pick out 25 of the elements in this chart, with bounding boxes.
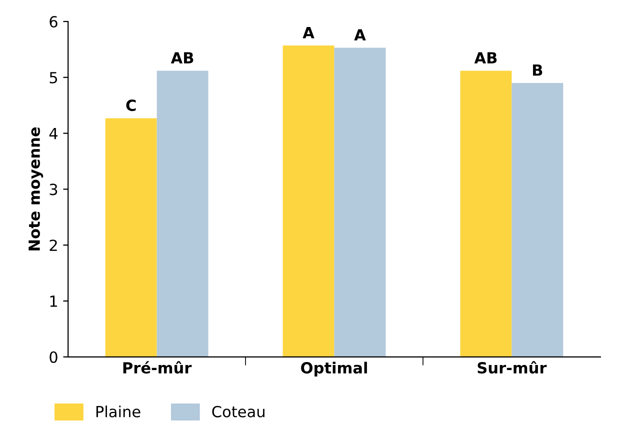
bar bbox=[460, 70, 512, 357]
y-tick-label: 1 bbox=[50, 296, 57, 307]
bar bbox=[156, 70, 208, 357]
y-tick-label: 5 bbox=[50, 72, 58, 84]
bar bbox=[512, 82, 564, 357]
annotation: A bbox=[354, 29, 366, 40]
y-tick-label: 6 bbox=[50, 16, 58, 28]
y-axis-title: Note moyenne bbox=[28, 127, 44, 250]
x-tick-label: Pré-mûr bbox=[123, 361, 192, 374]
legend-label: Plaine bbox=[96, 406, 140, 418]
bar bbox=[334, 48, 386, 357]
annotation: A bbox=[302, 27, 314, 38]
y-tick-label: 2 bbox=[50, 240, 57, 251]
bar bbox=[282, 46, 334, 357]
legend-label: Coteau bbox=[212, 406, 264, 418]
bar bbox=[105, 118, 157, 357]
annotation: B bbox=[533, 64, 542, 76]
y-tick-label: 0 bbox=[50, 351, 58, 363]
annotation: AB bbox=[474, 52, 497, 64]
x-tick-label: Optimal bbox=[301, 362, 367, 377]
y-tick-label: 4 bbox=[49, 128, 58, 140]
y-tick-label: 3 bbox=[50, 184, 58, 196]
annotation: AB bbox=[170, 52, 194, 64]
x-tick-label: Sur-mûr bbox=[478, 361, 547, 374]
annotation: C bbox=[126, 100, 136, 112]
